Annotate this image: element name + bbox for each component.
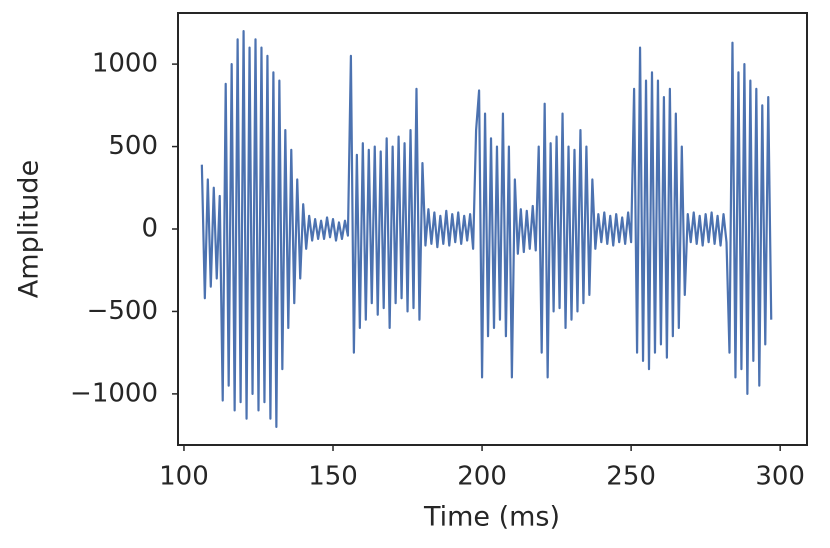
y-tick-label: −1000 (70, 378, 158, 408)
x-tick-label: 250 (606, 462, 656, 492)
x-tick-label: 300 (755, 462, 805, 492)
y-tick-label: −500 (87, 296, 158, 326)
x-tick-label: 100 (159, 462, 209, 492)
y-tick-label: 1000 (92, 49, 158, 79)
x-tick-label: 150 (308, 462, 358, 492)
waveform-line (200, 30, 773, 428)
y-tick-label: 0 (141, 214, 158, 244)
x-tick-label: 200 (457, 462, 507, 492)
y-tick-label: 500 (108, 131, 158, 161)
x-axis-label: Time (ms) (423, 502, 560, 533)
plot-frame (177, 12, 808, 446)
y-axis-label: Amplitude (14, 160, 45, 298)
